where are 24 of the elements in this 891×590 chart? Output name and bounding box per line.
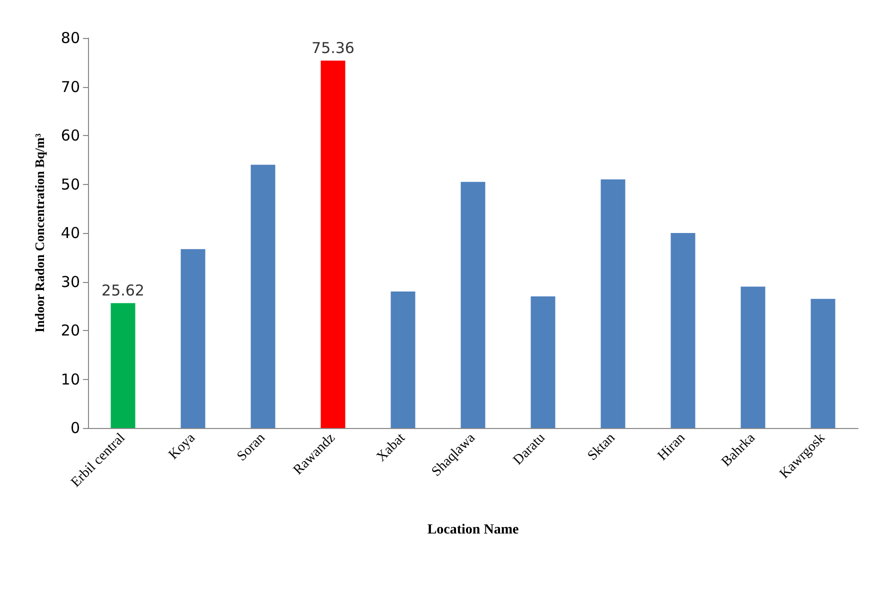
y-tick-label: 30 [60, 272, 80, 291]
bar [600, 179, 626, 428]
bar [110, 303, 136, 428]
bar [810, 298, 836, 428]
bar [250, 164, 276, 428]
data-label: 75.36 [312, 39, 354, 58]
bar [460, 182, 486, 428]
bar [390, 292, 416, 428]
data-label: 25.62 [102, 282, 144, 300]
bar [670, 233, 696, 428]
bar [180, 249, 206, 428]
y-tick-label: 80 [60, 29, 80, 47]
y-tick-label: 0 [70, 419, 80, 437]
y-tick-label: 20 [60, 322, 80, 340]
bar [320, 60, 346, 428]
y-tick-label: 40 [60, 224, 80, 242]
y-tick-label: 70 [60, 78, 80, 96]
y-tick-label: 50 [60, 175, 80, 194]
y-tick-label: 60 [60, 126, 80, 144]
bar [530, 296, 556, 428]
bar [740, 286, 766, 428]
x-axis-title: Location Name [427, 522, 519, 538]
y-tick-label: 10 [60, 370, 80, 388]
y-axis-title: Indoor Radon Concentration Bq/m³ [32, 133, 47, 333]
